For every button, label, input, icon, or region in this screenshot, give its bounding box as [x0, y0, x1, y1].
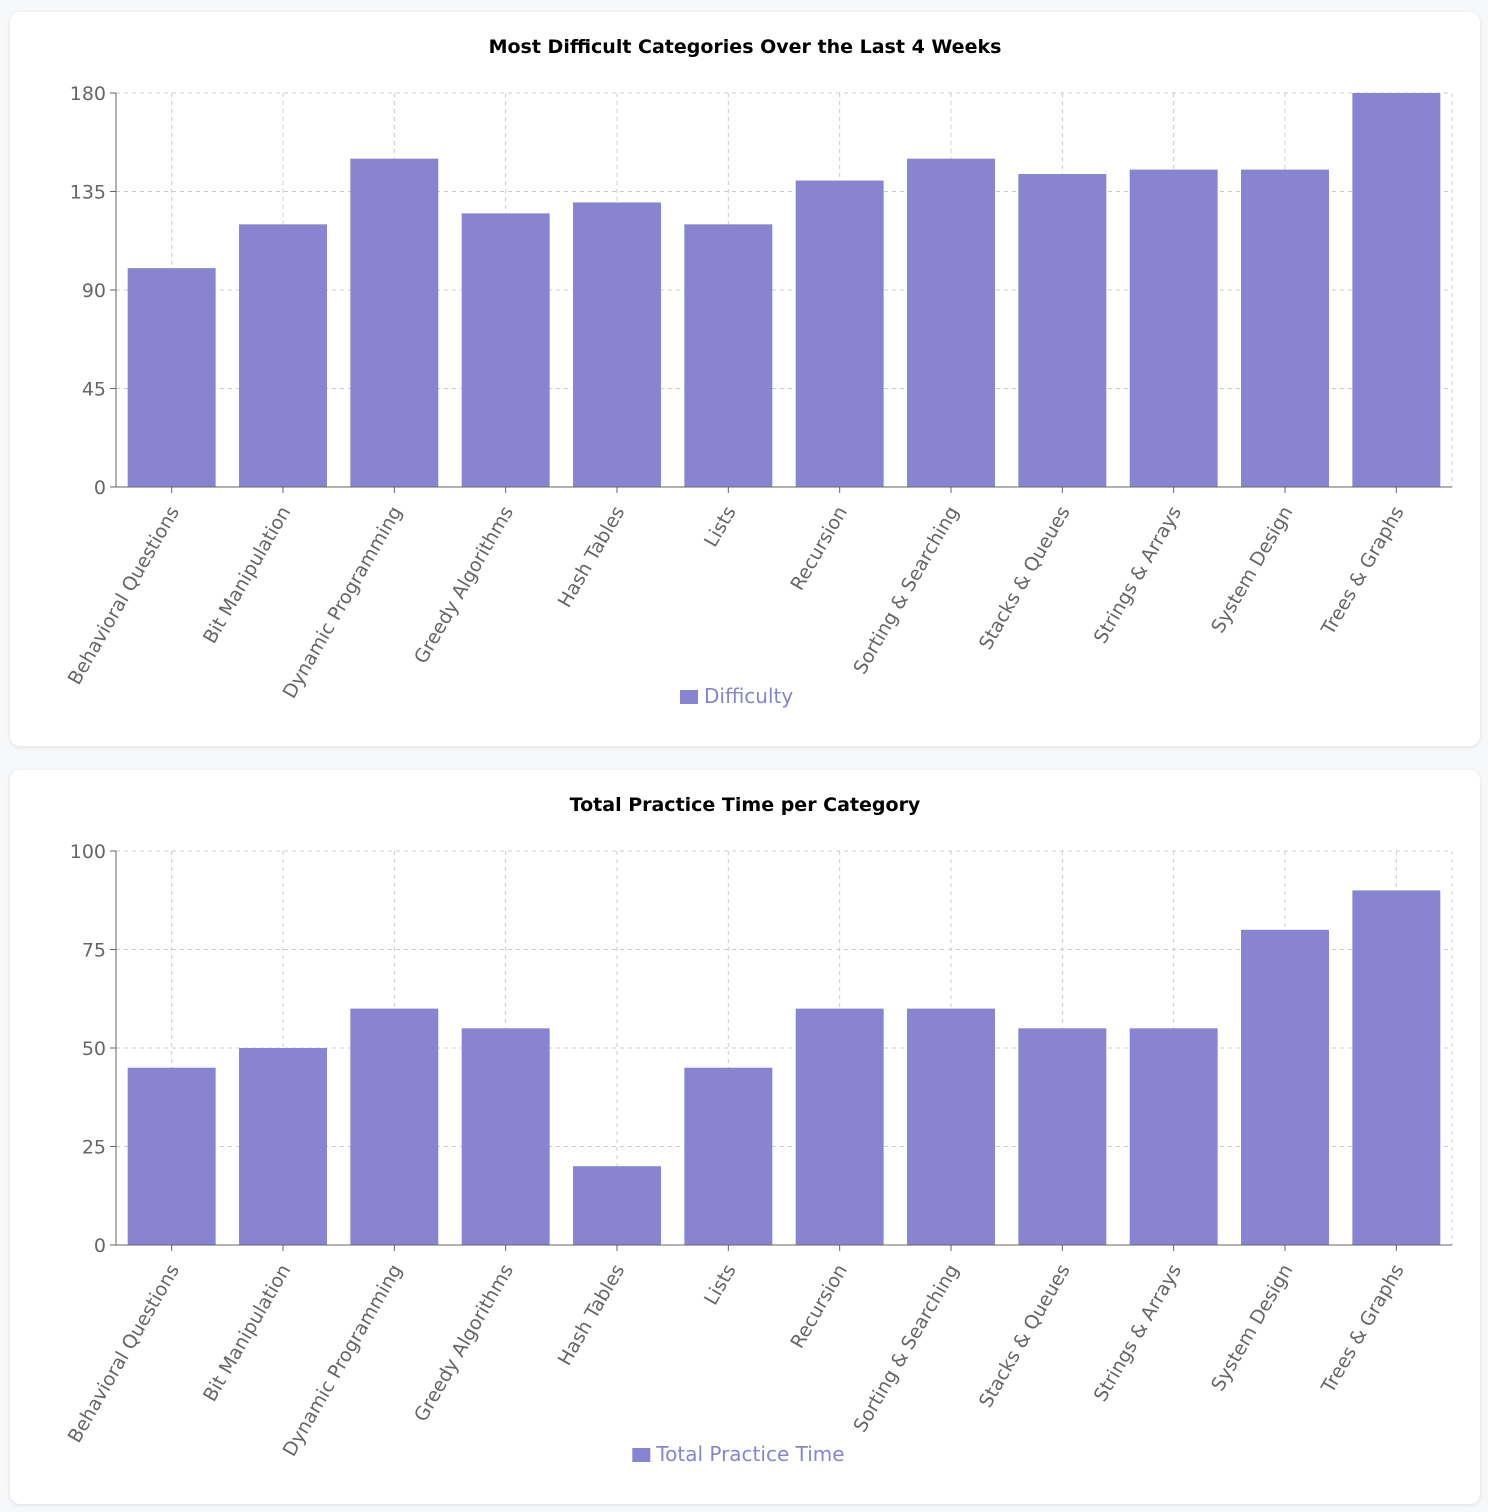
difficulty-bar-chart: 0 45 90 135 180 Behavioral Questions Bit Manip…	[64, 83, 1453, 708]
x-tick-label: Behavioral Questions	[64, 503, 184, 689]
x-tick-label: Hash Tables	[554, 1261, 630, 1370]
bar[interactable]	[350, 158, 439, 487]
bar[interactable]	[239, 1048, 327, 1245]
x-tick-label: Dynamic Programming	[279, 1261, 407, 1461]
x-tick-label: Hash Tables	[554, 503, 630, 612]
x-tick-label: Lists	[700, 503, 741, 551]
x-tick-label: System Design	[1207, 503, 1297, 637]
x-tick-label: Sorting & Searching	[849, 1261, 963, 1436]
x-tick-label: Trees & Graphs	[1317, 503, 1409, 640]
x-tick-label: Dynamic Programming	[279, 503, 407, 703]
bar[interactable]	[350, 1008, 439, 1245]
legend-label: Total Practice Time	[655, 1442, 844, 1466]
bar[interactable]	[461, 1028, 550, 1245]
x-tick-label: Strings & Arrays	[1090, 1261, 1186, 1406]
practice-time-chart-card: Total Practice Time per Category 0 25 50 75…	[10, 770, 1480, 1504]
y-tick-label: 75	[82, 940, 106, 962]
bar[interactable]	[1352, 93, 1441, 487]
legend[interactable]: Difficulty	[680, 684, 793, 708]
y-tick-label: 0	[94, 1235, 106, 1257]
bar[interactable]	[907, 1008, 995, 1245]
bar[interactable]	[1018, 173, 1107, 487]
y-tick-label: 50	[82, 1038, 106, 1060]
x-tick-label: Sorting & Searching	[849, 503, 963, 678]
bars	[127, 890, 1441, 1245]
y-tick-label: 0	[94, 477, 106, 499]
x-tick-label: Greedy Algorithms	[410, 502, 518, 667]
x-tick-label: Lists	[700, 1261, 741, 1309]
x-tick-label: Stacks & Queues	[975, 1261, 1075, 1412]
chart-title: Most Difficult Categories Over the Last …	[488, 36, 1002, 58]
x-tick-label: Recursion	[786, 503, 852, 595]
y-tick-label: 180	[70, 83, 106, 105]
legend-swatch	[632, 1448, 651, 1462]
y-tick-label: 90	[82, 280, 106, 302]
bar[interactable]	[795, 1008, 884, 1245]
bar[interactable]	[1241, 169, 1329, 487]
y-tick-label: 100	[70, 841, 106, 863]
bar[interactable]	[684, 224, 773, 488]
bar[interactable]	[573, 202, 661, 487]
x-tick-label: Greedy Algorithms	[410, 1261, 518, 1426]
practice-time-bar-chart: 0 25 50 75 100 Behavioral Questions Bit Manipu…	[64, 841, 1453, 1466]
legend-label: Difficulty	[704, 684, 793, 708]
bar[interactable]	[1018, 1028, 1107, 1245]
x-tick-label: Recursion	[786, 1261, 852, 1353]
bar[interactable]	[127, 1067, 216, 1245]
x-tick-label: Bit Manipulation	[199, 1261, 295, 1406]
bar[interactable]	[907, 158, 995, 487]
bar[interactable]	[239, 224, 327, 488]
bar[interactable]	[573, 1166, 661, 1245]
legend[interactable]: Total Practice Time	[632, 1442, 845, 1466]
x-tick-label: Stacks & Queues	[975, 503, 1075, 654]
x-tick-label: Behavioral Questions	[64, 1261, 184, 1447]
bar[interactable]	[1129, 169, 1218, 487]
x-tick-label: Bit Manipulation	[199, 503, 295, 648]
bar[interactable]	[684, 1067, 773, 1245]
bar[interactable]	[1129, 1028, 1218, 1245]
bar[interactable]	[1241, 929, 1329, 1245]
bars	[127, 93, 1441, 488]
y-tick-label: 135	[70, 182, 106, 204]
x-tick-label: Trees & Graphs	[1317, 1261, 1409, 1398]
difficulty-chart-card: Most Difficult Categories Over the Last …	[10, 12, 1480, 746]
bar[interactable]	[795, 180, 884, 488]
y-tick-label: 45	[82, 379, 106, 401]
x-tick-label: System Design	[1207, 1261, 1297, 1395]
legend-swatch	[680, 690, 698, 704]
chart-title: Total Practice Time per Category	[569, 794, 921, 816]
bar[interactable]	[127, 268, 216, 487]
bar[interactable]	[1352, 890, 1441, 1245]
x-tick-label: Strings & Arrays	[1090, 503, 1186, 648]
bar[interactable]	[461, 213, 550, 487]
y-tick-label: 25	[82, 1137, 106, 1159]
